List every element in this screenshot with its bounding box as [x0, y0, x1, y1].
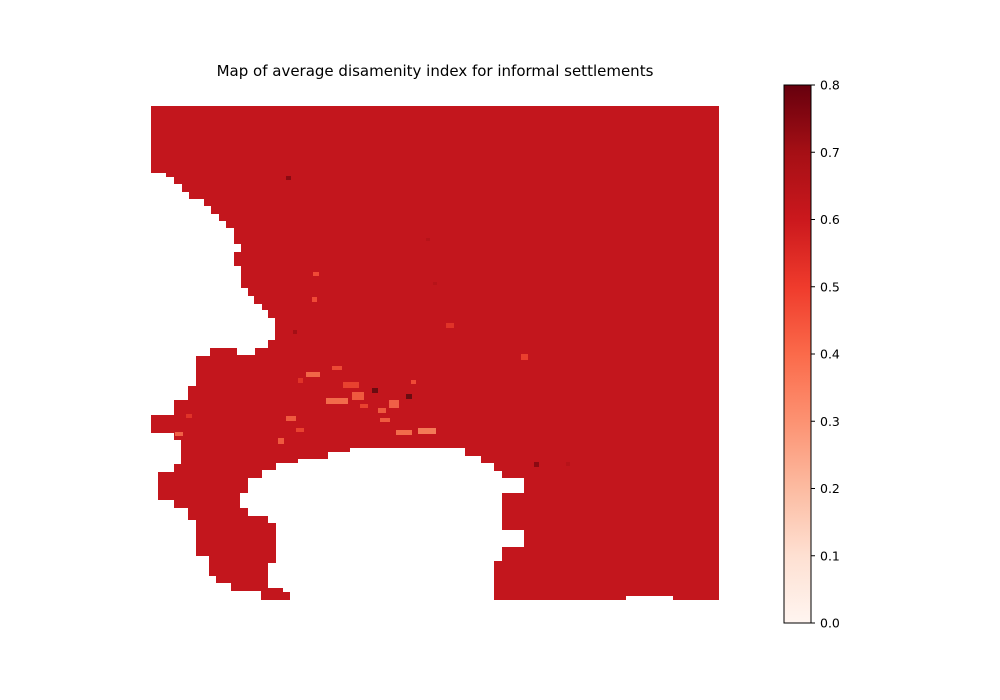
map-cell: [332, 366, 342, 370]
map-region: [151, 106, 719, 600]
map-cell: [380, 418, 390, 422]
colorbar-tick-label: 0.6: [820, 212, 840, 227]
colorbar-tick-label: 0.2: [820, 481, 840, 496]
map-cell: [411, 380, 416, 384]
colorbar-tick-label: 0.4: [820, 347, 840, 362]
map-cell: [278, 438, 284, 444]
map-cell: [296, 428, 304, 432]
map-cell: [426, 238, 430, 241]
map-cell: [566, 462, 570, 466]
map-cell: [343, 382, 359, 388]
map-cell: [286, 416, 296, 421]
map-cell: [418, 428, 436, 434]
map-hotspots: [175, 176, 570, 467]
map-cell: [175, 432, 183, 436]
map-cell: [313, 272, 319, 276]
colorbar-tick-label: 0.8: [820, 78, 840, 93]
map-cell: [389, 400, 399, 408]
colorbar-gradient: [783, 84, 812, 624]
colorbar-tick-label: 0.3: [820, 414, 840, 429]
map-cell: [286, 176, 291, 180]
map-cell: [293, 330, 297, 334]
map-cell: [534, 462, 539, 467]
map-area: [151, 106, 719, 600]
map-cell: [298, 378, 303, 383]
colorbar-tick-label: 0.7: [820, 145, 840, 160]
map-cell: [306, 372, 320, 377]
map-cell: [433, 282, 437, 285]
map-cell: [372, 388, 378, 393]
map-cell: [312, 297, 317, 302]
map-cell: [186, 414, 192, 418]
colorbar-tick-label: 0.0: [820, 616, 840, 631]
map-cell: [446, 323, 454, 328]
map-cell: [378, 408, 386, 413]
map-cell: [396, 430, 412, 435]
chart-title: Map of average disamenity index for info…: [217, 62, 654, 80]
map-cell: [326, 398, 348, 404]
colorbar-tick-label: 0.1: [820, 548, 840, 563]
colorbar-tick-label: 0.5: [820, 279, 840, 294]
map-cell: [406, 394, 412, 399]
map-cell: [360, 404, 368, 408]
map-cell: [352, 392, 364, 400]
colorbar: 0.0 0.1 0.2 0.3 0.4 0.5 0.6 0.7 0.8: [783, 78, 840, 631]
map-cell: [521, 354, 528, 360]
